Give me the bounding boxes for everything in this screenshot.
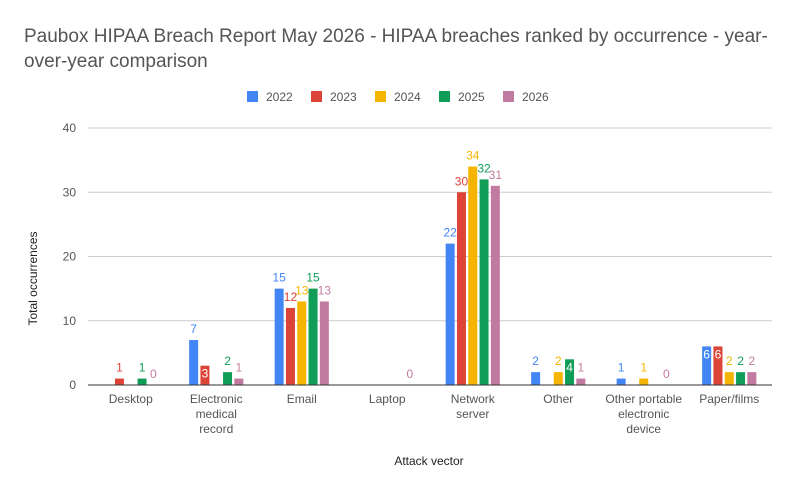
x-tick-label: Other <box>543 392 573 406</box>
legend-swatch-2026 <box>503 91 514 102</box>
data-label: 15 <box>272 271 286 285</box>
bar-2023 <box>456 192 466 385</box>
data-label: 0 <box>150 367 157 381</box>
bar-2026 <box>234 378 244 385</box>
y-tick-label: 20 <box>63 250 77 264</box>
x-tick-label: record <box>199 422 233 436</box>
data-label: 1 <box>640 361 647 375</box>
bar-2025 <box>308 288 318 385</box>
bar-2025 <box>736 372 746 385</box>
bar-2024 <box>297 301 307 385</box>
x-tick-label: Laptop <box>369 392 406 406</box>
x-tick-label: Paper/films <box>699 392 759 406</box>
bar-2024 <box>468 166 478 385</box>
data-label: 2 <box>555 354 562 368</box>
data-label: 2 <box>737 354 744 368</box>
x-tick-label: Network <box>451 392 496 406</box>
data-label: 2 <box>726 354 733 368</box>
bar-2022 <box>702 346 712 385</box>
data-label: 32 <box>477 161 491 175</box>
chart-title: Paubox HIPAA Breach Report May 2026 - HI… <box>24 26 768 72</box>
data-label: 1 <box>236 361 243 375</box>
bar-2025 <box>565 359 575 385</box>
data-label: 34 <box>466 149 480 163</box>
legend-label-2022: 2022 <box>266 90 293 104</box>
bar-2024 <box>724 372 734 385</box>
bar-2025 <box>137 378 147 385</box>
x-tick-label: medical <box>196 407 237 421</box>
y-tick-label: 10 <box>63 314 77 328</box>
data-label: 31 <box>489 168 503 182</box>
bar-2025 <box>479 179 489 385</box>
y-tick-label: 40 <box>63 121 77 135</box>
bar-2023 <box>285 307 295 385</box>
x-tick-label: Electronic <box>190 392 243 406</box>
data-label: 15 <box>306 271 320 285</box>
data-label: 6 <box>715 347 722 361</box>
x-tick-label: Email <box>287 392 317 406</box>
x-tick-label: Other portable <box>605 392 682 406</box>
legend-label-2023: 2023 <box>330 90 357 104</box>
legend-label-2025: 2025 <box>458 90 485 104</box>
bar-2026 <box>576 378 586 385</box>
data-label: 13 <box>318 283 332 297</box>
data-label: 2 <box>532 354 539 368</box>
data-label: 1 <box>578 361 585 375</box>
x-tick-label: device <box>626 422 661 436</box>
data-label: 12 <box>284 290 298 304</box>
data-label: 7 <box>190 322 197 336</box>
bar-2022 <box>531 372 541 385</box>
y-axis-title: Total occurrences <box>26 231 40 325</box>
legend-swatch-2023 <box>311 91 322 102</box>
bar-2023 <box>114 378 124 385</box>
legend-label-2024: 2024 <box>394 90 421 104</box>
x-tick-label: server <box>456 407 489 421</box>
bar-2026 <box>747 372 757 385</box>
data-label: 1 <box>139 361 146 375</box>
x-tick-label: electronic <box>618 407 669 421</box>
data-label: 2 <box>224 354 231 368</box>
data-label: 30 <box>455 174 469 188</box>
bar-2022 <box>189 340 199 385</box>
data-label: 3 <box>202 367 209 381</box>
data-label: 1 <box>116 361 123 375</box>
data-label: 2 <box>749 354 756 368</box>
bar-2022 <box>616 378 626 385</box>
data-label: 22 <box>443 226 457 240</box>
data-label: 0 <box>407 367 414 381</box>
data-label: 1 <box>618 361 625 375</box>
y-tick-label: 0 <box>69 378 76 392</box>
bar-2023 <box>713 346 723 385</box>
bar-2024 <box>639 378 649 385</box>
data-label: 6 <box>703 347 710 361</box>
bar-2026 <box>490 185 500 385</box>
legend-swatch-2025 <box>439 91 450 102</box>
data-label: 13 <box>295 283 309 297</box>
bar-2025 <box>223 372 233 385</box>
legend-swatch-2022 <box>247 91 258 102</box>
legend-label-2026: 2026 <box>522 90 549 104</box>
x-axis-title: Attack vector <box>394 454 463 468</box>
bar-2023 <box>200 365 210 385</box>
bar-2022 <box>445 243 455 385</box>
x-tick-label: Desktop <box>109 392 153 406</box>
legend-swatch-2024 <box>375 91 386 102</box>
data-label: 4 <box>566 360 573 374</box>
bar-2022 <box>274 288 284 385</box>
data-label: 0 <box>663 367 670 381</box>
y-tick-label: 30 <box>63 185 77 199</box>
bar-2024 <box>553 372 563 385</box>
bar-2026 <box>319 301 329 385</box>
